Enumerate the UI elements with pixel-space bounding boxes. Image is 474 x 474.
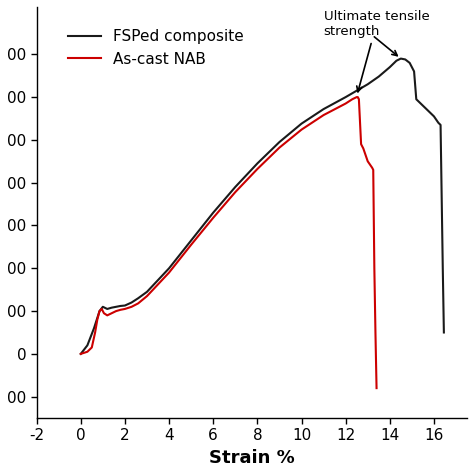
FSPed composite bbox=[255, 161, 260, 166]
As-cast NAB bbox=[84, 349, 90, 355]
As-cast NAB bbox=[277, 145, 283, 150]
FSPed composite bbox=[376, 74, 382, 80]
As-cast NAB bbox=[94, 317, 100, 322]
FSPed composite bbox=[425, 107, 430, 113]
Line: FSPed composite: FSPed composite bbox=[81, 59, 444, 354]
As-cast NAB bbox=[122, 306, 128, 312]
FSPed composite bbox=[407, 60, 412, 66]
As-cast NAB bbox=[255, 166, 260, 172]
Legend: FSPed composite, As-cast NAB: FSPed composite, As-cast NAB bbox=[62, 23, 250, 73]
As-cast NAB bbox=[356, 96, 362, 102]
As-cast NAB bbox=[188, 242, 194, 247]
As-cast NAB bbox=[101, 310, 107, 316]
FSPed composite bbox=[109, 305, 115, 310]
FSPed composite bbox=[122, 303, 128, 309]
FSPed composite bbox=[321, 106, 327, 112]
As-cast NAB bbox=[92, 329, 98, 335]
FSPed composite bbox=[232, 184, 238, 190]
As-cast NAB bbox=[89, 345, 95, 350]
As-cast NAB bbox=[372, 265, 377, 271]
As-cast NAB bbox=[210, 215, 216, 220]
FSPed composite bbox=[166, 265, 172, 271]
FSPed composite bbox=[188, 237, 194, 243]
FSPed composite bbox=[210, 210, 216, 216]
FSPed composite bbox=[100, 304, 106, 310]
FSPed composite bbox=[393, 58, 399, 64]
As-cast NAB bbox=[118, 307, 123, 313]
FSPed composite bbox=[97, 308, 102, 314]
FSPed composite bbox=[128, 300, 134, 305]
FSPed composite bbox=[440, 265, 446, 271]
FSPed composite bbox=[343, 94, 348, 100]
As-cast NAB bbox=[299, 127, 304, 132]
FSPed composite bbox=[416, 99, 421, 104]
As-cast NAB bbox=[374, 385, 379, 391]
FSPed composite bbox=[438, 122, 443, 128]
FSPed composite bbox=[411, 69, 417, 74]
As-cast NAB bbox=[355, 94, 361, 100]
FSPed composite bbox=[113, 304, 119, 310]
FSPed composite bbox=[436, 120, 441, 126]
As-cast NAB bbox=[373, 329, 378, 335]
As-cast NAB bbox=[360, 146, 366, 151]
FSPed composite bbox=[118, 303, 123, 309]
As-cast NAB bbox=[144, 293, 150, 299]
FSPed composite bbox=[277, 139, 283, 145]
Line: As-cast NAB: As-cast NAB bbox=[81, 97, 376, 388]
FSPed composite bbox=[441, 329, 447, 335]
FSPed composite bbox=[84, 343, 90, 348]
As-cast NAB bbox=[166, 270, 172, 275]
FSPed composite bbox=[104, 306, 110, 312]
As-cast NAB bbox=[135, 301, 141, 306]
As-cast NAB bbox=[354, 94, 360, 100]
As-cast NAB bbox=[104, 312, 110, 318]
FSPed composite bbox=[409, 64, 415, 70]
As-cast NAB bbox=[78, 351, 83, 357]
FSPed composite bbox=[420, 103, 426, 109]
As-cast NAB bbox=[128, 304, 134, 310]
As-cast NAB bbox=[370, 167, 376, 173]
FSPed composite bbox=[354, 88, 360, 93]
As-cast NAB bbox=[343, 100, 348, 106]
As-cast NAB bbox=[358, 141, 364, 147]
FSPed composite bbox=[387, 64, 392, 70]
FSPed composite bbox=[431, 113, 437, 119]
Text: Ultimate tensile
strength: Ultimate tensile strength bbox=[324, 10, 429, 92]
FSPed composite bbox=[78, 351, 83, 357]
As-cast NAB bbox=[109, 310, 115, 316]
FSPed composite bbox=[91, 325, 97, 331]
As-cast NAB bbox=[365, 158, 371, 164]
As-cast NAB bbox=[349, 96, 355, 102]
As-cast NAB bbox=[113, 308, 119, 314]
FSPed composite bbox=[402, 56, 408, 62]
FSPed composite bbox=[365, 82, 371, 87]
As-cast NAB bbox=[321, 112, 327, 118]
As-cast NAB bbox=[99, 306, 105, 312]
FSPed composite bbox=[144, 289, 150, 295]
X-axis label: Strain %: Strain % bbox=[209, 449, 295, 467]
FSPed composite bbox=[413, 96, 419, 102]
FSPed composite bbox=[398, 56, 404, 62]
As-cast NAB bbox=[97, 308, 102, 314]
FSPed composite bbox=[299, 121, 304, 127]
FSPed composite bbox=[135, 295, 141, 301]
As-cast NAB bbox=[369, 165, 375, 171]
As-cast NAB bbox=[232, 189, 238, 195]
